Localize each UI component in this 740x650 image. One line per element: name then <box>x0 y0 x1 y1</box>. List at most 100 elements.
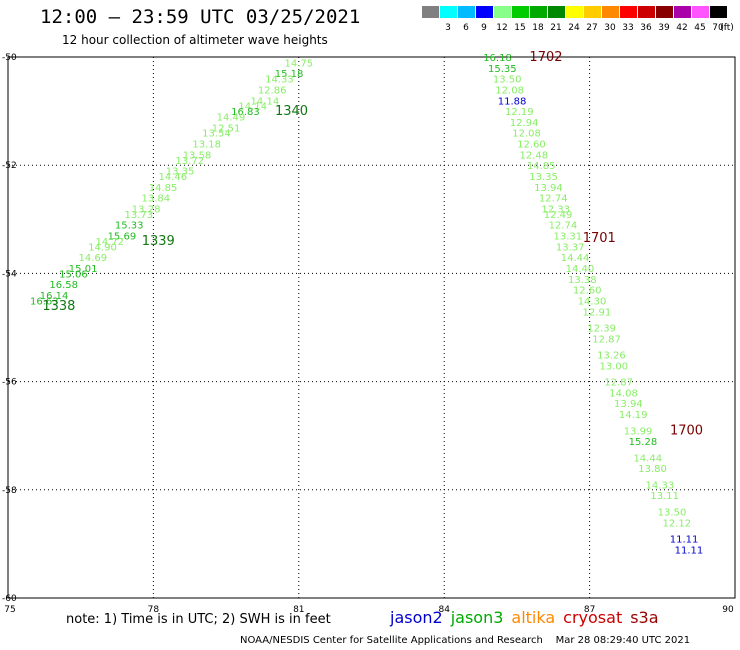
scale-label: 45 <box>694 23 706 33</box>
scale-swatch <box>620 6 637 18</box>
wave-height-label: 14.85 <box>527 161 556 172</box>
pass-number-label: 1701 <box>583 231 616 246</box>
wave-height-label: 13.00 <box>600 361 629 372</box>
wave-height-label: 12.60 <box>573 286 602 297</box>
wave-height-label: 16.58 <box>49 280 78 291</box>
wave-height-label: 15.69 <box>108 232 137 243</box>
wave-height-label: 13.72 <box>175 156 204 167</box>
tick-label-lat: -50 <box>2 53 17 63</box>
scale-swatch <box>656 6 673 18</box>
scale-swatch <box>476 6 493 18</box>
wave-height-label: 12.12 <box>663 518 692 529</box>
wave-height-label: 15.33 <box>115 221 144 232</box>
scale-label: 18 <box>532 23 544 33</box>
wave-height-label: 16.14 <box>40 291 69 302</box>
scale-swatch <box>548 6 565 18</box>
scale-label: 33 <box>622 23 634 33</box>
credit-line: NOAA/NESDIS Center for Satellite Applica… <box>240 635 691 646</box>
wave-height-label: 13.38 <box>568 275 597 286</box>
satellite-name: altika <box>511 608 556 627</box>
scale-swatch <box>440 6 457 18</box>
wave-height-label: 12.87 <box>604 378 633 389</box>
wave-height-label: 13.50 <box>658 507 687 518</box>
wave-height-label: 12.49 <box>544 210 573 221</box>
scale-label: 12 <box>496 23 508 33</box>
wave-height-label: 13.26 <box>597 351 626 362</box>
pass-number-label: 1700 <box>670 423 703 438</box>
track-east: 16.1815.3513.5012.0811.8812.1912.9412.08… <box>483 53 703 556</box>
tick-label-lat: -60 <box>2 594 17 604</box>
wave-height-label: 16.83 <box>231 107 260 118</box>
satellite-name: jason3 <box>450 608 504 627</box>
pass-number-label: 1702 <box>529 50 562 65</box>
scale-swatch <box>710 6 727 18</box>
scale-swatch <box>494 6 511 18</box>
satellite-name: cryosat <box>563 608 623 627</box>
page-title: 12:00 – 23:59 UTC 03/25/2021 <box>40 6 361 28</box>
wave-height-label: 12.60 <box>517 140 546 151</box>
pass-number-label: 1339 <box>142 234 175 249</box>
scale-label: 6 <box>463 23 469 33</box>
map-gridlines <box>7 56 736 599</box>
wave-height-label: 15.18 <box>275 69 304 80</box>
wave-height-label: 15.28 <box>629 437 658 448</box>
footer-note: note: 1) Time is in UTC; 2) SWH is in fe… <box>66 612 331 627</box>
scale-swatch <box>638 6 655 18</box>
wave-height-label: 12.39 <box>587 324 616 335</box>
wave-height-label: 13.11 <box>650 491 679 502</box>
scale-swatch <box>692 6 709 18</box>
wave-height-label: 16.18 <box>483 53 512 64</box>
wave-height-label: 13.80 <box>638 464 667 475</box>
scale-label: 70 <box>712 23 724 33</box>
scale-label: 24 <box>568 23 580 33</box>
scale-swatch <box>674 6 691 18</box>
wave-height-label: 13.35 <box>166 167 195 178</box>
wave-height-label: 13.54 <box>202 129 231 140</box>
wave-height-label: 15.35 <box>488 64 517 75</box>
wave-height-label: 14.44 <box>561 253 590 264</box>
wave-height-label: 14.30 <box>578 296 607 307</box>
wave-height-label: 13.31 <box>553 232 582 243</box>
wave-height-label: 14.72 <box>95 237 124 248</box>
scale-swatch <box>458 6 475 18</box>
tick-label-lon: 81 <box>293 605 304 615</box>
wave-height-label: 12.91 <box>583 307 612 318</box>
wave-height-label: 12.86 <box>258 85 287 96</box>
wave-height-label: 14.44 <box>633 453 662 464</box>
tick-label-lon: 75 <box>4 605 15 615</box>
scale-unit: (ft) <box>720 23 734 33</box>
wave-height-label: 12.94 <box>510 118 539 129</box>
tick-label-lat: -54 <box>2 269 17 279</box>
wave-height-label: 14.69 <box>78 253 107 264</box>
wave-height-label: 13.84 <box>142 194 171 205</box>
scale-swatch <box>602 6 619 18</box>
scale-swatch <box>566 6 583 18</box>
scale-label: 39 <box>658 23 670 33</box>
scale-label: 21 <box>550 23 562 33</box>
wave-height-label: 13.35 <box>529 172 558 183</box>
tick-label-lon: 87 <box>584 605 595 615</box>
wave-height-label: 14.90 <box>88 242 117 253</box>
tick-label-lat: -58 <box>2 486 17 496</box>
tick-label-lon: 90 <box>722 605 734 615</box>
wave-height-label: 15.01 <box>69 264 98 275</box>
wave-height-label: 12.51 <box>212 123 241 134</box>
wave-height-label: 12.74 <box>539 194 568 205</box>
scale-label: 36 <box>640 23 652 33</box>
wave-height-label: 13.94 <box>614 399 643 410</box>
wave-height-label: 13.94 <box>534 183 563 194</box>
wave-height-label: 13.37 <box>556 242 585 253</box>
map-frame <box>7 56 736 599</box>
wave-height-label: 14.14 <box>238 102 267 113</box>
wave-height-label: 11.11 <box>670 534 699 545</box>
wave-height-label: 14.75 <box>284 58 313 69</box>
scale-swatch <box>530 6 547 18</box>
wave-height-label: 12.87 <box>592 334 621 345</box>
scale-label: 15 <box>514 23 526 33</box>
scale-label: 27 <box>586 23 598 33</box>
wave-height-label: 14.19 <box>619 410 648 421</box>
scale-label: 3 <box>445 23 451 33</box>
wave-height-label: 14.33 <box>646 480 675 491</box>
tick-label-lat: -52 <box>2 161 17 171</box>
wave-height-label: 13.18 <box>192 140 221 151</box>
